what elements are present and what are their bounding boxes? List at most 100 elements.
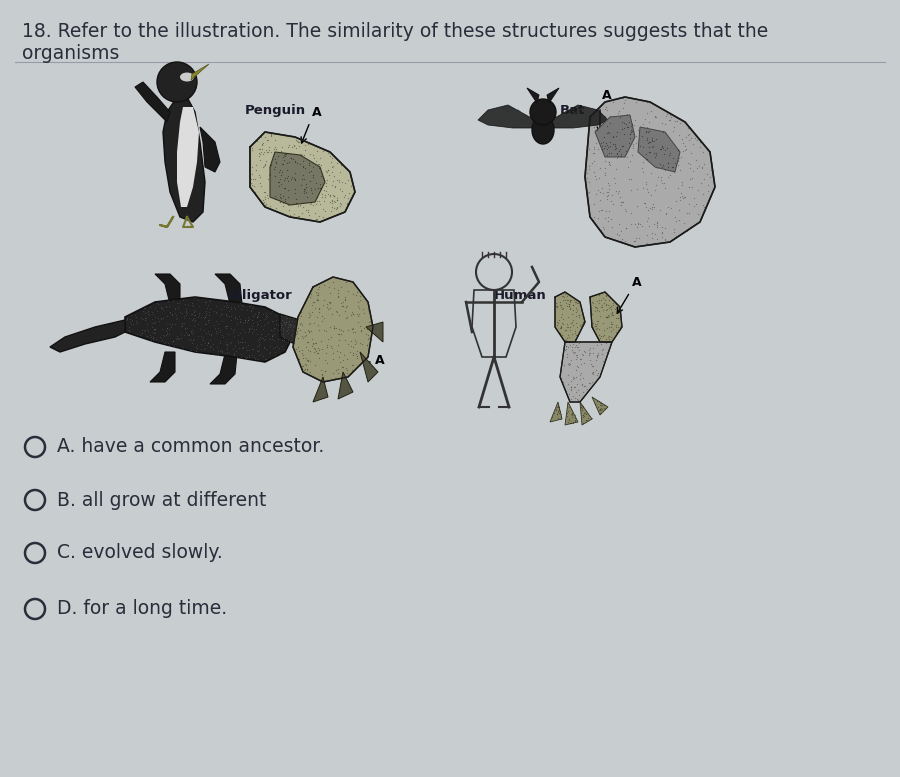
Point <box>278 316 293 329</box>
Point <box>662 161 676 173</box>
Point <box>166 335 180 347</box>
Point <box>610 146 625 159</box>
Point <box>598 139 613 152</box>
Point <box>316 183 330 196</box>
Point <box>128 309 142 322</box>
Polygon shape <box>595 115 635 157</box>
Point <box>674 151 688 163</box>
Point <box>655 177 670 190</box>
Point <box>573 399 588 412</box>
Point <box>263 340 277 353</box>
Point <box>242 322 256 334</box>
Point <box>302 326 317 338</box>
Point <box>563 294 578 306</box>
Point <box>644 167 659 179</box>
Point <box>339 330 354 343</box>
Point <box>282 154 296 166</box>
Point <box>619 145 634 157</box>
Point <box>320 341 334 354</box>
Point <box>596 359 610 371</box>
Point <box>284 326 299 338</box>
Point <box>618 235 633 248</box>
Point <box>645 203 660 215</box>
Point <box>582 377 597 389</box>
Point <box>287 155 302 168</box>
Point <box>551 400 565 413</box>
Point <box>336 295 350 308</box>
Point <box>330 305 345 318</box>
Point <box>254 319 268 332</box>
Point <box>325 197 339 209</box>
Point <box>324 340 338 352</box>
Point <box>613 111 627 124</box>
Point <box>589 305 603 317</box>
Point <box>628 96 643 108</box>
Point <box>553 298 567 311</box>
Point <box>256 319 271 331</box>
Point <box>189 345 203 357</box>
Point <box>568 414 582 427</box>
Point <box>223 337 238 350</box>
Point <box>575 378 590 390</box>
Point <box>616 127 631 140</box>
Point <box>332 176 347 188</box>
Point <box>640 152 654 165</box>
Point <box>645 135 660 148</box>
Point <box>276 324 291 336</box>
Polygon shape <box>527 88 539 103</box>
Point <box>640 214 654 227</box>
Point <box>558 324 572 336</box>
Point <box>597 131 611 143</box>
Point <box>610 148 625 161</box>
Text: Penguin: Penguin <box>245 104 306 117</box>
Point <box>593 301 608 314</box>
Point <box>320 339 334 351</box>
Circle shape <box>530 99 556 125</box>
Point <box>317 327 331 340</box>
Point <box>650 162 664 175</box>
Point <box>267 149 282 162</box>
Point <box>331 324 346 336</box>
Point <box>155 334 169 347</box>
Point <box>209 300 223 312</box>
Point <box>303 291 318 303</box>
Point <box>309 317 323 329</box>
Point <box>228 303 242 315</box>
Point <box>612 147 626 159</box>
Point <box>234 333 248 345</box>
Point <box>292 345 306 357</box>
Point <box>640 106 654 119</box>
Point <box>362 316 376 329</box>
Point <box>339 361 354 374</box>
Point <box>627 113 642 126</box>
Point <box>569 386 583 399</box>
Point <box>611 320 625 333</box>
Point <box>561 369 575 382</box>
Point <box>326 336 340 349</box>
Point <box>266 329 280 342</box>
Point <box>601 333 616 346</box>
Point <box>296 190 310 203</box>
Point <box>606 297 620 309</box>
Point <box>252 169 266 181</box>
Point <box>331 308 346 321</box>
Point <box>124 314 139 326</box>
Point <box>154 301 168 313</box>
Point <box>138 307 152 319</box>
Point <box>609 228 624 241</box>
Point <box>198 311 212 323</box>
Point <box>220 310 234 322</box>
Point <box>567 381 581 393</box>
Point <box>564 382 579 394</box>
Point <box>363 315 377 327</box>
Point <box>636 122 651 134</box>
Point <box>264 324 278 336</box>
Point <box>337 349 351 361</box>
Point <box>293 323 308 336</box>
Point <box>612 184 626 197</box>
Point <box>600 104 615 117</box>
Point <box>233 316 248 329</box>
Point <box>598 304 613 316</box>
Point <box>297 183 311 196</box>
Point <box>312 301 327 314</box>
